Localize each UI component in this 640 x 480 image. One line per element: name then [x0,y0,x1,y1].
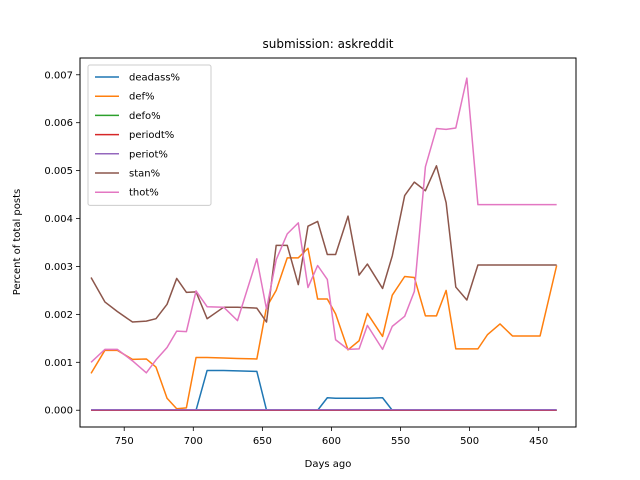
series-line-def [90,247,558,410]
x-tick-label: 550 [391,436,410,447]
legend-label-deadass: deadass% [129,73,180,84]
y-tick-label: 0.002 [44,310,73,321]
x-tick-label: 750 [115,436,134,447]
x-tick-label: 500 [460,436,479,447]
y-tick-label: 0.004 [44,214,73,225]
y-tick-label: 0.001 [44,358,73,369]
legend-label-thot: thot% [129,188,159,199]
series-line-deadass [91,369,557,411]
y-tick-label: 0.006 [44,118,73,129]
legend-label-stan: stan% [129,169,160,180]
series-line-thot [90,77,557,374]
y-tick-label: 0.005 [44,166,73,177]
chart-title: submission: askreddit [262,37,393,51]
y-axis: 0.000 0.001 0.002 0.003 0.004 0.005 0.006 0.007 [44,70,80,417]
y-tick-label: 0.000 [44,406,73,417]
legend-label-defo: defo% [129,111,161,122]
x-tick-label: 650 [253,436,272,447]
legend-label-periot: periot% [129,149,168,160]
x-tick-label: 450 [529,436,548,447]
legend-label-def: def% [129,92,155,103]
plot-frame [79,57,577,428]
x-axis: 750 700 650 600 550 500 450 [115,427,548,447]
x-tick-label: 700 [184,436,203,447]
plot-lines [90,77,558,411]
y-axis-label: Percent of total posts [12,189,23,295]
legend-box [87,64,212,206]
y-tick-label: 0.007 [44,70,73,81]
legend-label-periodt: periodt% [129,130,174,141]
series-line-stan [90,165,557,323]
x-axis-label: Days ago [305,459,352,470]
x-tick-label: 600 [322,436,341,447]
y-tick-label: 0.003 [44,262,73,273]
legend: deadass% def% defo% periodt% periot% stan% tho… [87,64,212,206]
